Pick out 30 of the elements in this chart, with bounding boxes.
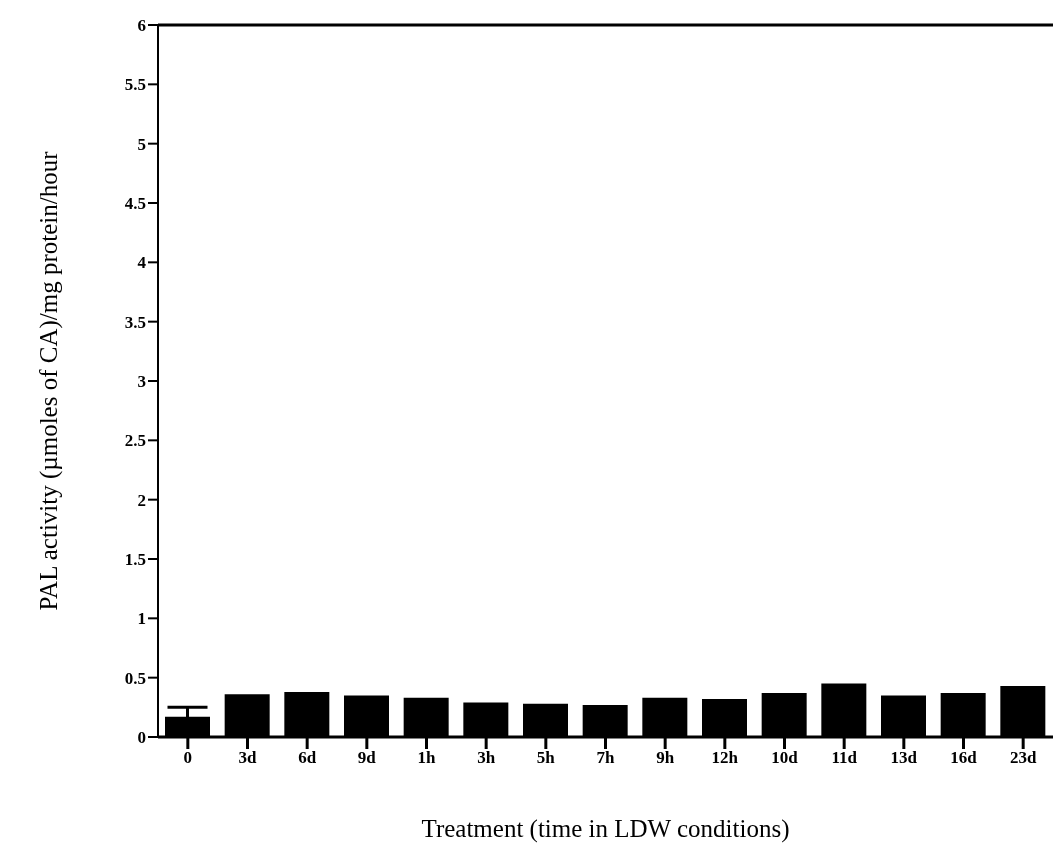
x-tick-label: 16d bbox=[950, 748, 978, 768]
x-tick-label: 10d bbox=[771, 748, 799, 768]
y-tick-label: 4 bbox=[137, 253, 147, 273]
x-tick-label: 9d bbox=[357, 748, 377, 768]
x-tick-label: 23d bbox=[1009, 748, 1037, 768]
y-tick-label: 0.5 bbox=[124, 668, 146, 688]
y-tick-label: 0 bbox=[137, 728, 146, 748]
x-tick-label: 12h bbox=[711, 748, 739, 768]
y-tick-label: 6 bbox=[137, 16, 146, 36]
y-axis-title: PAL activity (µmoles of CA)/mg protein/hour bbox=[34, 150, 63, 611]
y-tick-label: 4.5 bbox=[124, 194, 146, 214]
y-tick-label: 3.5 bbox=[124, 312, 146, 332]
y-tick-label: 2.5 bbox=[124, 431, 146, 451]
x-tick-label: 5h bbox=[536, 748, 556, 768]
x-tick-label: 3h bbox=[477, 748, 496, 768]
y-tick-label: 2 bbox=[137, 490, 146, 510]
y-tick-label: 5 bbox=[137, 134, 146, 154]
x-tick-label: 3d bbox=[238, 748, 258, 768]
y-tick-label: 1.5 bbox=[124, 550, 146, 570]
x-tick-label: 11d bbox=[831, 748, 858, 768]
x-tick-label: 9h bbox=[656, 748, 675, 768]
x-tick-label: 0 bbox=[183, 748, 193, 768]
x-axis-title: Treatment (time in LDW conditions) bbox=[421, 815, 790, 843]
x-tick-label: 13d bbox=[890, 748, 918, 768]
x-tick-label: 6d bbox=[298, 748, 317, 768]
x-tick-label: 7h bbox=[596, 748, 616, 768]
y-tick-label: 5.5 bbox=[124, 75, 146, 95]
y-tick-label: 3 bbox=[137, 372, 146, 392]
x-tick-label: 1h bbox=[417, 748, 437, 768]
y-tick-label: 1 bbox=[137, 609, 146, 629]
